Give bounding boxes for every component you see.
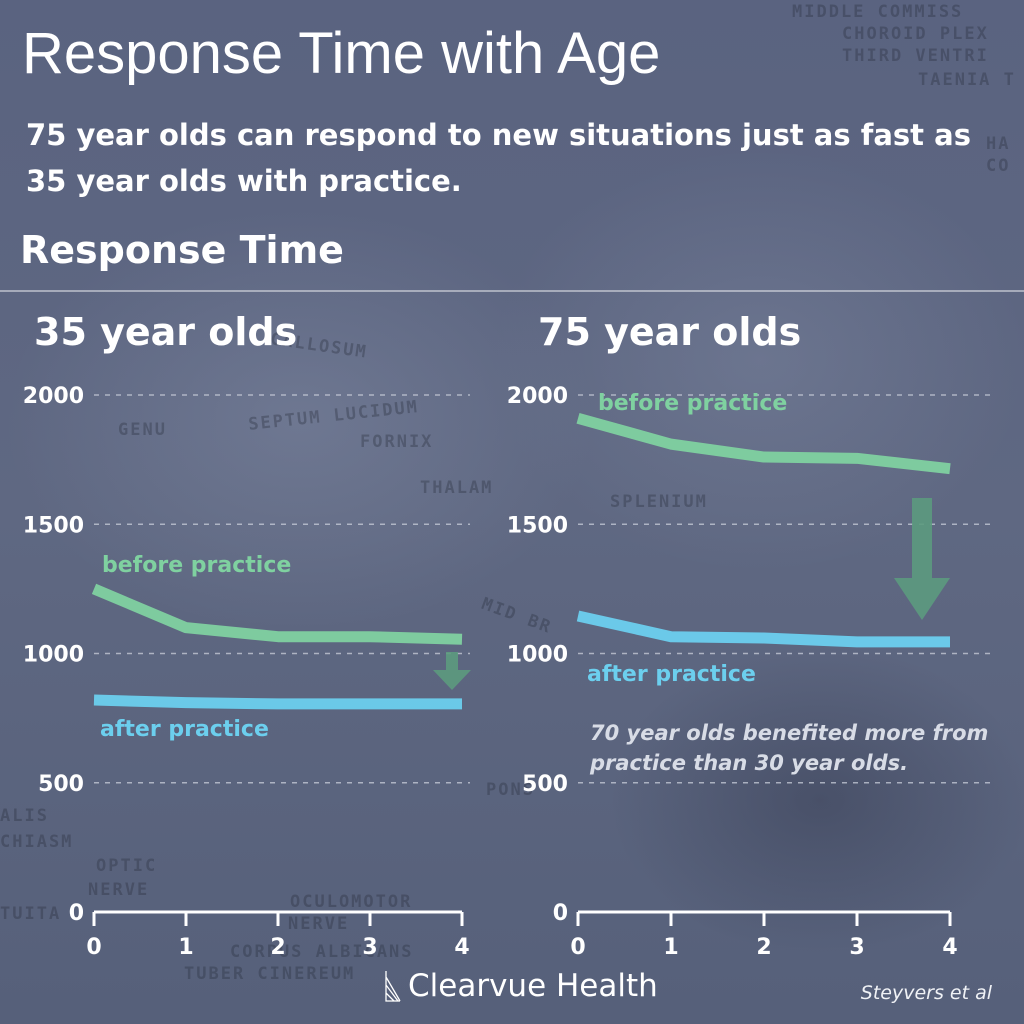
y-tick-label: 1000 xyxy=(507,643,568,668)
series-label: after practice xyxy=(100,717,269,742)
source-credit: Steyvers et al xyxy=(860,982,992,1004)
clearvue-logo-icon xyxy=(385,971,401,1002)
section-divider xyxy=(0,290,1024,292)
series-label: before practice xyxy=(102,553,291,578)
y-tick-label: 500 xyxy=(522,772,568,797)
annotation-text: 70 year olds benefited more from xyxy=(590,721,988,745)
page-title: Response Time with Age xyxy=(22,21,661,86)
y-tick-label: 1500 xyxy=(507,513,568,538)
x-tick-label: 1 xyxy=(178,935,193,960)
x-tick-label: 4 xyxy=(454,935,469,960)
y-tick-label: 2000 xyxy=(23,384,84,409)
x-tick-label: 3 xyxy=(849,935,864,960)
y-tick-label: 500 xyxy=(38,772,84,797)
down-arrow-icon xyxy=(894,498,950,620)
x-tick-label: 1 xyxy=(663,935,678,960)
y-tick-label: 0 xyxy=(553,901,568,926)
y-tick-label: 2000 xyxy=(507,384,568,409)
down-arrow-icon xyxy=(433,652,471,690)
x-tick-label: 2 xyxy=(756,935,771,960)
series-line xyxy=(93,694,462,710)
footer-logo: Clearvue Health xyxy=(384,968,658,1004)
y-tick-label: 0 xyxy=(69,901,84,926)
series-line xyxy=(576,412,951,475)
x-tick-label: 4 xyxy=(942,935,957,960)
x-tick-label: 3 xyxy=(362,935,377,960)
series-label: after practice xyxy=(587,662,756,687)
series-label: before practice xyxy=(598,391,787,416)
page-subtitle: 75 year olds can respond to new situatio… xyxy=(26,118,971,198)
y-tick-label: 1500 xyxy=(23,513,84,538)
section-label: Response Time xyxy=(20,228,344,272)
y-tick-label: 1000 xyxy=(23,643,84,668)
x-tick-label: 0 xyxy=(570,935,585,960)
footer-brand: Clearvue Health xyxy=(408,968,658,1004)
x-tick-label: 0 xyxy=(86,935,101,960)
series-line xyxy=(91,583,463,645)
annotation-text: practice than 30 year olds. xyxy=(589,751,908,775)
panel-title: 75 year olds xyxy=(538,310,801,354)
x-tick-label: 2 xyxy=(270,935,285,960)
panel-title: 35 year olds xyxy=(34,310,297,354)
series-line xyxy=(576,610,950,648)
